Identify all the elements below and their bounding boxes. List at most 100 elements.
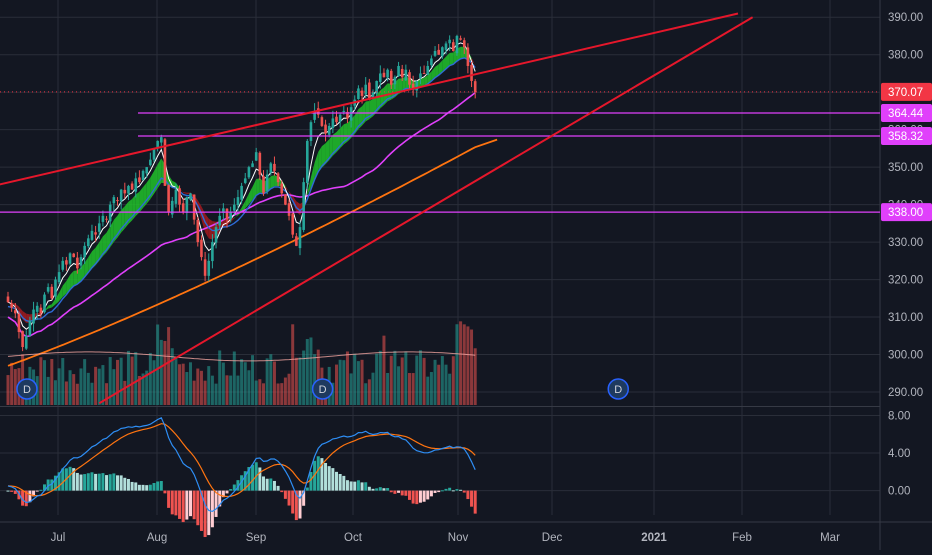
candle[interactable] <box>276 173 280 183</box>
candle[interactable] <box>444 43 448 50</box>
candle[interactable] <box>178 188 181 205</box>
candle[interactable] <box>112 197 116 204</box>
candle[interactable] <box>291 213 294 235</box>
candles[interactable] <box>6 34 477 352</box>
candle[interactable] <box>404 69 408 81</box>
candle[interactable] <box>116 200 119 202</box>
candle[interactable] <box>181 203 185 213</box>
candle[interactable] <box>108 204 112 222</box>
candle[interactable] <box>203 259 207 276</box>
candle[interactable] <box>141 170 145 181</box>
candle[interactable] <box>174 189 178 204</box>
candle[interactable] <box>437 49 440 55</box>
candle[interactable] <box>397 65 400 77</box>
candle[interactable] <box>119 189 123 202</box>
candle[interactable] <box>338 114 342 122</box>
candle[interactable] <box>21 331 24 348</box>
candle[interactable] <box>393 77 397 85</box>
candle[interactable] <box>455 35 459 54</box>
candle[interactable] <box>382 72 386 78</box>
candle[interactable] <box>156 140 159 149</box>
candle[interactable] <box>346 111 349 119</box>
candle[interactable] <box>448 39 451 44</box>
candle[interactable] <box>229 212 232 220</box>
candle[interactable] <box>430 58 433 66</box>
candle[interactable] <box>400 68 404 78</box>
candle[interactable] <box>101 215 105 222</box>
candle[interactable] <box>273 163 276 171</box>
candle[interactable] <box>138 177 141 183</box>
candle[interactable] <box>236 197 240 205</box>
candle[interactable] <box>324 124 327 134</box>
candle[interactable] <box>470 64 473 81</box>
candle[interactable] <box>320 117 324 126</box>
candle[interactable] <box>452 42 455 51</box>
candle[interactable] <box>433 50 437 56</box>
candle[interactable] <box>90 230 94 240</box>
candle[interactable] <box>473 81 477 92</box>
dividend-marker[interactable] <box>311 378 334 400</box>
candle[interactable] <box>233 204 236 211</box>
candle[interactable] <box>360 90 364 96</box>
candle[interactable] <box>17 313 21 333</box>
candle[interactable] <box>152 148 156 160</box>
candle[interactable] <box>134 178 138 192</box>
candle[interactable] <box>306 140 309 184</box>
candle[interactable] <box>130 183 134 190</box>
candle[interactable] <box>364 84 367 95</box>
candle[interactable] <box>170 200 174 215</box>
candle[interactable] <box>419 73 422 78</box>
candle[interactable] <box>167 185 170 213</box>
candle[interactable] <box>265 174 269 191</box>
candle[interactable] <box>123 189 127 194</box>
candle[interactable] <box>357 88 360 100</box>
candle[interactable] <box>243 178 247 183</box>
candle[interactable] <box>218 215 221 226</box>
candle[interactable] <box>72 253 75 258</box>
candle[interactable] <box>415 80 419 91</box>
candle[interactable] <box>240 185 243 200</box>
candle[interactable] <box>207 260 211 276</box>
candle[interactable] <box>50 286 54 299</box>
candle[interactable] <box>87 238 90 247</box>
candle[interactable] <box>14 310 17 314</box>
candle[interactable] <box>258 152 262 175</box>
candle[interactable] <box>10 303 13 308</box>
candle[interactable] <box>422 73 426 75</box>
candle[interactable] <box>127 185 130 194</box>
candle[interactable] <box>441 47 444 57</box>
candle[interactable] <box>222 208 225 213</box>
candle[interactable] <box>298 227 302 249</box>
candle[interactable] <box>313 110 316 120</box>
candle[interactable] <box>466 47 470 66</box>
candle[interactable] <box>97 223 101 232</box>
candle[interactable] <box>46 287 50 292</box>
candle[interactable] <box>24 335 28 349</box>
candle[interactable] <box>386 69 389 78</box>
candle[interactable] <box>6 296 10 303</box>
candle[interactable] <box>149 159 152 166</box>
candle[interactable] <box>309 122 313 141</box>
candle[interactable] <box>68 253 72 264</box>
candle[interactable] <box>54 279 57 297</box>
candle[interactable] <box>79 257 83 266</box>
candle[interactable] <box>214 227 218 243</box>
candle[interactable] <box>247 167 251 178</box>
candle[interactable] <box>251 163 254 167</box>
candle[interactable] <box>287 203 291 216</box>
candle[interactable] <box>368 82 371 100</box>
candle[interactable] <box>349 107 353 121</box>
candle[interactable] <box>389 70 393 85</box>
candle[interactable] <box>426 65 430 75</box>
candle[interactable] <box>35 305 39 312</box>
candle[interactable] <box>163 139 167 186</box>
candle[interactable] <box>375 80 378 94</box>
candle[interactable] <box>462 40 466 48</box>
candle[interactable] <box>185 197 189 213</box>
candle[interactable] <box>225 208 229 220</box>
candle[interactable] <box>43 294 46 313</box>
candle[interactable] <box>57 272 61 283</box>
candle[interactable] <box>65 260 68 265</box>
candle[interactable] <box>280 183 284 194</box>
